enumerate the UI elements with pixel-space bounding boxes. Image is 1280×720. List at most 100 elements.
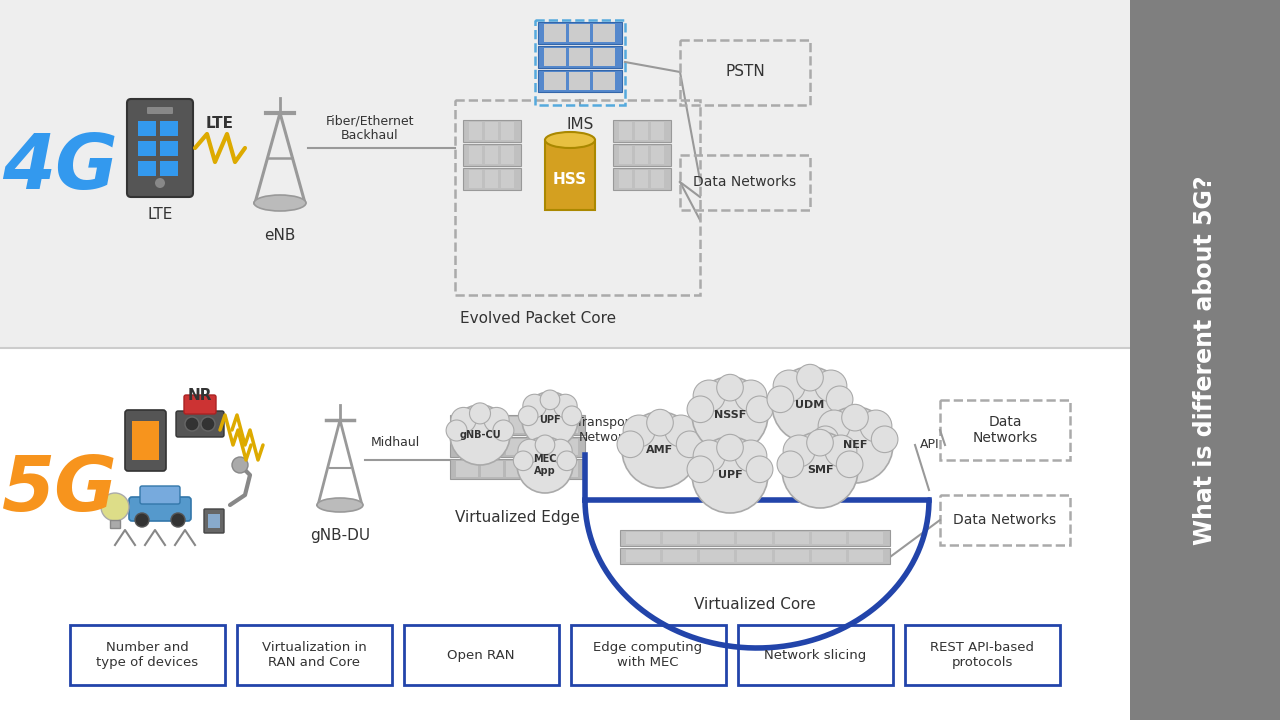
FancyBboxPatch shape [905,625,1060,685]
Circle shape [872,426,899,453]
Text: Number and
type of devices: Number and type of devices [96,641,198,669]
Circle shape [535,435,554,454]
FancyBboxPatch shape [140,486,180,504]
Circle shape [201,417,215,431]
Circle shape [101,493,129,521]
FancyBboxPatch shape [594,48,614,66]
Text: Virtualized Core: Virtualized Core [694,597,815,612]
Text: UPF: UPF [539,415,561,425]
FancyBboxPatch shape [620,146,632,164]
Circle shape [522,392,579,448]
FancyBboxPatch shape [177,411,224,437]
Circle shape [796,364,823,391]
Text: Data Networks: Data Networks [694,175,796,189]
Circle shape [447,420,467,441]
Text: Virtualization in
RAN and Core: Virtualization in RAN and Core [261,641,366,669]
Circle shape [687,396,714,423]
Text: Virtualized Edge: Virtualized Edge [454,510,580,525]
FancyBboxPatch shape [207,514,220,528]
FancyBboxPatch shape [160,161,178,176]
FancyBboxPatch shape [700,550,735,562]
Circle shape [772,367,849,443]
Circle shape [783,435,815,467]
FancyBboxPatch shape [635,146,648,164]
FancyBboxPatch shape [774,550,809,562]
FancyBboxPatch shape [0,348,1130,720]
FancyBboxPatch shape [481,461,503,477]
Circle shape [134,513,148,527]
Text: NR: NR [188,387,212,402]
Circle shape [812,426,838,453]
Circle shape [692,377,768,453]
FancyBboxPatch shape [468,122,483,140]
FancyBboxPatch shape [129,497,191,521]
FancyBboxPatch shape [468,146,483,164]
Text: Data
Networks: Data Networks [973,415,1038,445]
Text: Midhaul: Midhaul [370,436,420,449]
Circle shape [717,374,744,401]
FancyBboxPatch shape [538,46,622,68]
FancyBboxPatch shape [544,24,566,42]
FancyBboxPatch shape [652,170,664,188]
Circle shape [554,395,577,418]
FancyBboxPatch shape [0,0,1130,348]
Text: Network slicing: Network slicing [764,649,867,662]
Circle shape [767,386,794,413]
Circle shape [484,408,509,433]
Text: AMF: AMF [646,445,673,455]
FancyBboxPatch shape [739,625,893,685]
FancyBboxPatch shape [204,509,224,533]
Text: NSSF: NSSF [714,410,746,420]
Text: eNB: eNB [264,228,296,243]
FancyBboxPatch shape [481,439,503,455]
Circle shape [717,434,744,461]
FancyBboxPatch shape [652,122,664,140]
Circle shape [692,437,768,513]
FancyBboxPatch shape [531,439,553,455]
FancyBboxPatch shape [456,461,477,477]
Circle shape [676,431,703,458]
Circle shape [836,451,863,477]
FancyBboxPatch shape [481,417,503,433]
Text: NEF: NEF [842,440,867,450]
FancyBboxPatch shape [160,121,178,136]
Circle shape [746,456,773,482]
FancyBboxPatch shape [451,437,585,457]
FancyBboxPatch shape [663,532,698,544]
FancyBboxPatch shape [568,48,590,66]
FancyBboxPatch shape [635,122,648,140]
FancyBboxPatch shape [500,170,515,188]
FancyBboxPatch shape [500,122,515,140]
FancyBboxPatch shape [626,532,660,544]
FancyBboxPatch shape [652,146,664,164]
FancyBboxPatch shape [485,122,498,140]
Text: LTE: LTE [147,207,173,222]
Circle shape [860,410,892,442]
FancyBboxPatch shape [531,417,553,433]
Text: UDM: UDM [795,400,824,410]
FancyBboxPatch shape [571,625,726,685]
Circle shape [827,386,852,413]
Text: 5G: 5G [3,453,118,527]
Circle shape [186,417,198,431]
FancyBboxPatch shape [594,72,614,90]
Circle shape [623,415,655,447]
Circle shape [549,439,572,463]
Circle shape [622,412,698,488]
Text: Data Networks: Data Networks [954,513,1056,527]
FancyBboxPatch shape [620,548,890,564]
FancyBboxPatch shape [774,532,809,544]
FancyBboxPatch shape [127,99,193,197]
Text: Transport
Network: Transport Network [576,416,635,444]
Circle shape [451,405,509,465]
Text: PSTN: PSTN [726,65,765,79]
FancyBboxPatch shape [125,410,166,471]
Circle shape [818,410,850,442]
Circle shape [687,456,714,482]
FancyBboxPatch shape [620,530,890,546]
Circle shape [782,432,858,508]
FancyBboxPatch shape [138,141,156,156]
Circle shape [522,395,547,418]
Circle shape [562,406,581,426]
Text: REST API-based
protocols: REST API-based protocols [931,641,1034,669]
